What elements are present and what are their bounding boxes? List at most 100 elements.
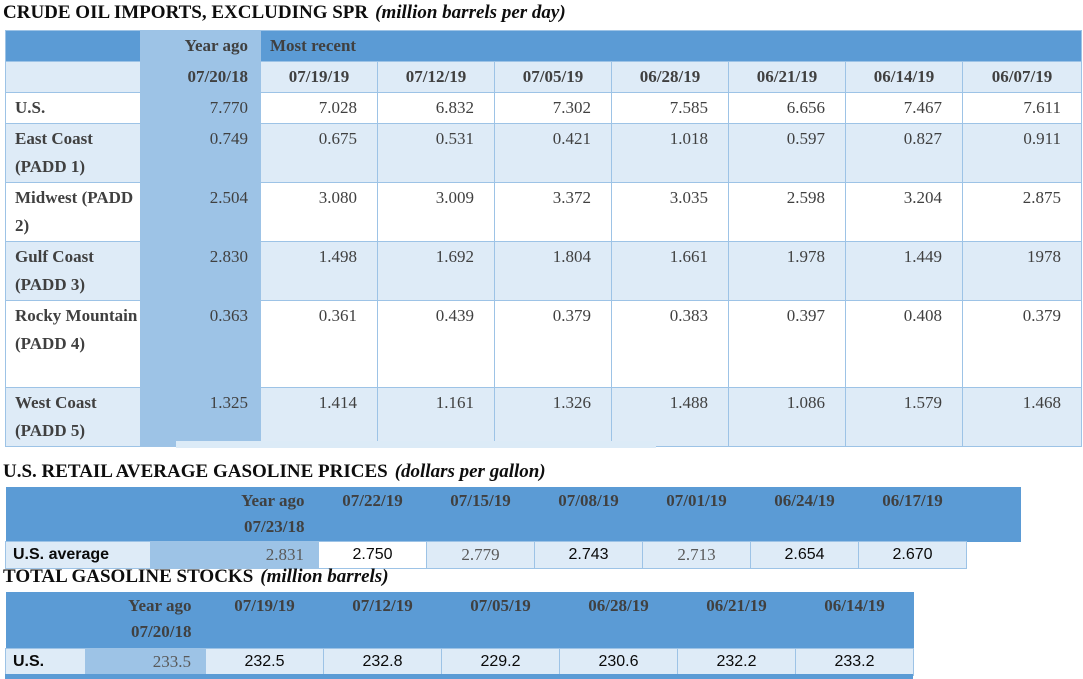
year-ago-header: Year ago 07/20/18 — [85, 592, 206, 648]
corner-cell — [5, 30, 141, 62]
row-label-cell: West Coast (PADD 5) — [5, 387, 141, 447]
table-row: West Coast (PADD 5) 1.325 1.414 1.161 1.326 1… — [5, 387, 1083, 447]
value-cell: 1.488 — [611, 387, 729, 447]
value-cell: 233.2 — [795, 647, 914, 676]
table-row: Year ago Most recent — [5, 30, 1083, 62]
row-label-cell: Gulf Coast (PADD 3) — [5, 241, 141, 301]
crude-oil-imports-title: CRUDE OIL IMPORTS, EXCLUDING SPR (million… — [3, 2, 566, 24]
year-ago-value-cell: 2.504 — [140, 182, 261, 242]
value-cell: 0.361 — [260, 300, 378, 388]
value-cell: 1.449 — [845, 241, 963, 301]
table-row: East Coast (PADD 1) 0.749 0.675 0.531 0.421 1… — [5, 123, 1083, 183]
title-unit-note: (million barrels per day) — [375, 2, 566, 23]
value-cell: 2.750 — [318, 541, 427, 569]
value-cell: 3.080 — [260, 182, 378, 242]
date-column-header: 07/01/19 — [642, 487, 751, 542]
value-cell: 232.8 — [323, 647, 442, 676]
table-row: U.S. 233.5 232.5 232.8 229.2 230.6 232.2 233.2 — [5, 647, 914, 676]
year-ago-value-cell: 1.325 — [140, 387, 261, 447]
title-text: CRUDE OIL IMPORTS, EXCLUDING SPR — [3, 2, 369, 23]
date-column-header: 06/17/19 — [858, 487, 967, 542]
year-ago-value-cell: 0.749 — [140, 123, 261, 183]
table-row: Midwest (PADD 2) 2.504 3.080 3.009 3.372 3.03… — [5, 182, 1083, 242]
date-column-header: 07/22/19 — [318, 487, 427, 542]
row-label-cell: Rocky Mountain (PADD 4) — [5, 300, 141, 388]
date-column-header: 07/05/19 — [494, 61, 612, 93]
corner-cell — [5, 592, 86, 648]
value-cell: 0.911 — [961, 123, 1083, 183]
value-cell: 229.2 — [441, 647, 560, 676]
table-row: Year ago 07/20/18 07/19/19 07/12/19 07/05/19… — [5, 592, 914, 648]
value-cell: 1.326 — [494, 387, 612, 447]
value-cell: 2.670 — [858, 541, 967, 569]
value-cell: 0.379 — [494, 300, 612, 388]
value-cell: 2.875 — [961, 182, 1083, 242]
value-cell: 7.302 — [494, 92, 612, 124]
value-cell: 1.692 — [377, 241, 495, 301]
date-column-header: 06/24/19 — [750, 487, 859, 542]
value-cell: 6.656 — [728, 92, 846, 124]
date-column-header: 06/28/19 — [559, 592, 678, 648]
value-cell: 1.468 — [961, 387, 1083, 447]
title-text: TOTAL GASOLINE STOCKS — [3, 566, 254, 587]
value-cell: 1.086 — [728, 387, 846, 447]
table-row: U.S. 7.770 7.028 6.832 7.302 7.585 6.656 7.467 7… — [5, 92, 1083, 124]
value-cell: 1.804 — [494, 241, 612, 301]
most-recent-header: Most recent — [259, 30, 1083, 62]
row-extension-cell — [967, 542, 1022, 569]
value-cell: 0.597 — [728, 123, 846, 183]
value-cell: 2.779 — [426, 541, 535, 569]
date-column-header: 07/12/19 — [377, 61, 495, 93]
value-cell: 0.421 — [494, 123, 612, 183]
year-ago-date-header: 07/20/18 — [140, 61, 261, 93]
value-cell: 1.579 — [845, 387, 963, 447]
value-cell: 2.654 — [750, 541, 859, 569]
year-ago-header: Year ago 07/23/18 — [150, 487, 319, 542]
year-ago-label: Year ago — [241, 491, 305, 510]
title-unit-note: (dollars per gallon) — [394, 461, 546, 482]
table-row: U.S. average 2.831 2.750 2.779 2.743 2.713 2.6… — [5, 541, 1022, 569]
value-cell: 230.6 — [559, 647, 678, 676]
title-unit-note: (million barrels) — [260, 566, 389, 587]
date-column-header: 06/28/19 — [611, 61, 729, 93]
value-cell: 2.598 — [728, 182, 846, 242]
value-cell: 7.585 — [611, 92, 729, 124]
year-ago-label: Year ago — [128, 596, 192, 615]
value-cell: 0.439 — [377, 300, 495, 388]
value-cell: 1.161 — [377, 387, 495, 447]
corner-cell — [5, 61, 141, 93]
date-column-header: 07/12/19 — [323, 592, 442, 648]
value-cell: 7.467 — [845, 92, 963, 124]
date-column-header: 06/21/19 — [728, 61, 846, 93]
year-ago-header: Year ago — [140, 30, 261, 62]
row-label-cell: U.S. — [5, 647, 86, 676]
table-row: 07/20/18 07/19/19 07/12/19 07/05/19 06/28/19… — [5, 61, 1083, 93]
date-column-header: 07/19/19 — [260, 61, 378, 93]
year-ago-value-cell: 2.830 — [140, 241, 261, 301]
value-cell: 1.978 — [728, 241, 846, 301]
year-ago-value-cell: 2.831 — [150, 541, 319, 569]
year-ago-column-overhang — [176, 441, 656, 448]
date-column-header: 07/19/19 — [205, 592, 324, 648]
table-row: Gulf Coast (PADD 3) 2.830 1.498 1.692 1.804 1… — [5, 241, 1083, 301]
date-column-header: 06/07/19 — [961, 61, 1083, 93]
table-row: Year ago 07/23/18 07/22/19 07/15/19 07/08/19… — [5, 487, 1022, 542]
date-column-header: 07/15/19 — [426, 487, 535, 542]
value-cell: 1978 — [961, 241, 1083, 301]
value-cell: 232.2 — [677, 647, 796, 676]
date-column-header: 06/14/19 — [795, 592, 914, 648]
value-cell: 3.204 — [845, 182, 963, 242]
header-extension-cell — [966, 487, 1022, 542]
year-ago-date: 07/23/18 — [244, 517, 305, 536]
value-cell: 0.383 — [611, 300, 729, 388]
value-cell: 3.372 — [494, 182, 612, 242]
value-cell: 0.379 — [961, 300, 1083, 388]
title-text: U.S. RETAIL AVERAGE GASOLINE PRICES — [3, 461, 388, 482]
value-cell: 2.713 — [642, 541, 751, 569]
value-cell: 3.009 — [377, 182, 495, 242]
retail-gasoline-prices-title: U.S. RETAIL AVERAGE GASOLINE PRICES (doll… — [3, 461, 546, 483]
value-cell: 3.035 — [611, 182, 729, 242]
value-cell: 0.397 — [728, 300, 846, 388]
value-cell: 232.5 — [205, 647, 324, 676]
